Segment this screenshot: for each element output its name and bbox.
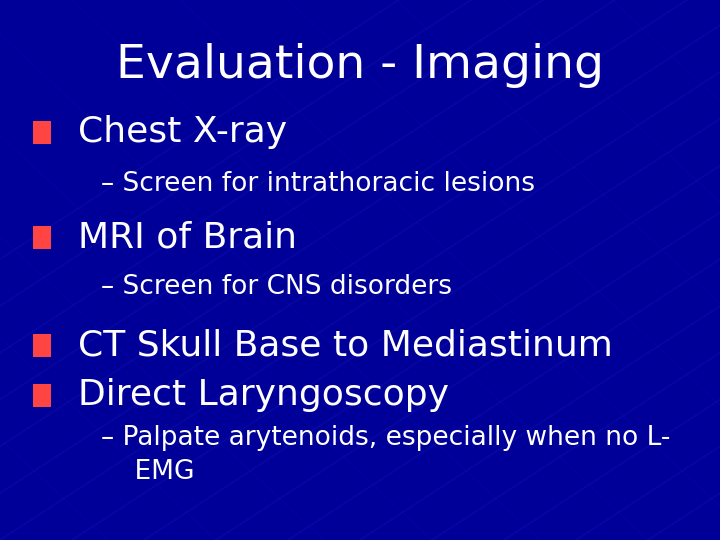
Text: Evaluation - Imaging: Evaluation - Imaging xyxy=(116,43,604,88)
Text: CT Skull Base to Mediastinum: CT Skull Base to Mediastinum xyxy=(78,329,613,362)
FancyBboxPatch shape xyxy=(33,226,50,249)
Text: Direct Laryngoscopy: Direct Laryngoscopy xyxy=(78,379,449,412)
FancyBboxPatch shape xyxy=(33,384,50,407)
Text: MRI of Brain: MRI of Brain xyxy=(78,221,297,254)
Text: Chest X-ray: Chest X-ray xyxy=(78,116,287,149)
FancyBboxPatch shape xyxy=(33,334,50,357)
Text: – Screen for CNS disorders: – Screen for CNS disorders xyxy=(101,274,452,300)
Text: – Palpate arytenoids, especially when no L-
    EMG: – Palpate arytenoids, especially when no… xyxy=(101,424,670,485)
Text: – Screen for intrathoracic lesions: – Screen for intrathoracic lesions xyxy=(101,171,535,197)
FancyBboxPatch shape xyxy=(33,121,50,144)
